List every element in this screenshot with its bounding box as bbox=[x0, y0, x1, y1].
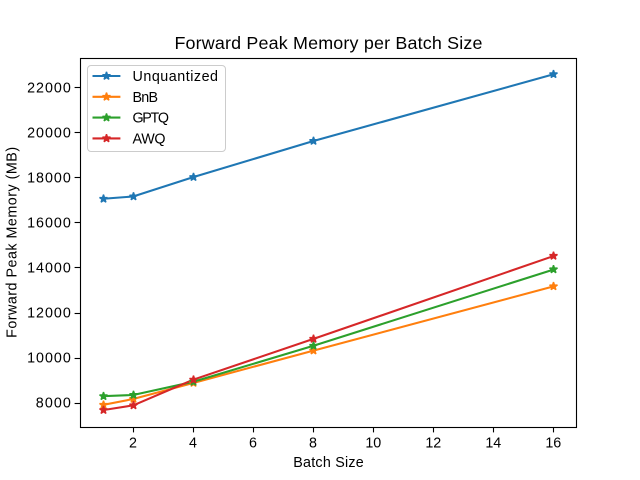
svg-text:18000: 18000 bbox=[27, 171, 71, 187]
svg-text:8000: 8000 bbox=[36, 396, 71, 412]
svg-text:16: 16 bbox=[545, 436, 561, 452]
svg-text:16000: 16000 bbox=[27, 216, 71, 232]
svg-text:22000: 22000 bbox=[27, 81, 71, 97]
svg-text:4: 4 bbox=[189, 436, 197, 452]
svg-text:10000: 10000 bbox=[27, 351, 71, 367]
svg-text:Unquantized: Unquantized bbox=[133, 69, 219, 85]
svg-text:12: 12 bbox=[425, 436, 441, 452]
svg-text:Forward Peak Memory (MB): Forward Peak Memory (MB) bbox=[5, 147, 21, 338]
svg-text:20000: 20000 bbox=[27, 126, 71, 142]
svg-text:BnB: BnB bbox=[133, 90, 159, 106]
svg-text:6: 6 bbox=[249, 436, 257, 452]
svg-text:8: 8 bbox=[309, 436, 317, 452]
svg-text:2: 2 bbox=[129, 436, 137, 452]
svg-text:10: 10 bbox=[365, 436, 381, 452]
svg-text:14: 14 bbox=[485, 436, 501, 452]
svg-text:AWQ: AWQ bbox=[133, 132, 166, 148]
svg-text:GPTQ: GPTQ bbox=[133, 111, 170, 127]
svg-text:Batch Size: Batch Size bbox=[293, 455, 364, 471]
svg-text:Forward Peak Memory per Batch: Forward Peak Memory per Batch Size bbox=[174, 33, 482, 53]
svg-text:14000: 14000 bbox=[27, 261, 71, 277]
svg-text:12000: 12000 bbox=[27, 306, 71, 322]
